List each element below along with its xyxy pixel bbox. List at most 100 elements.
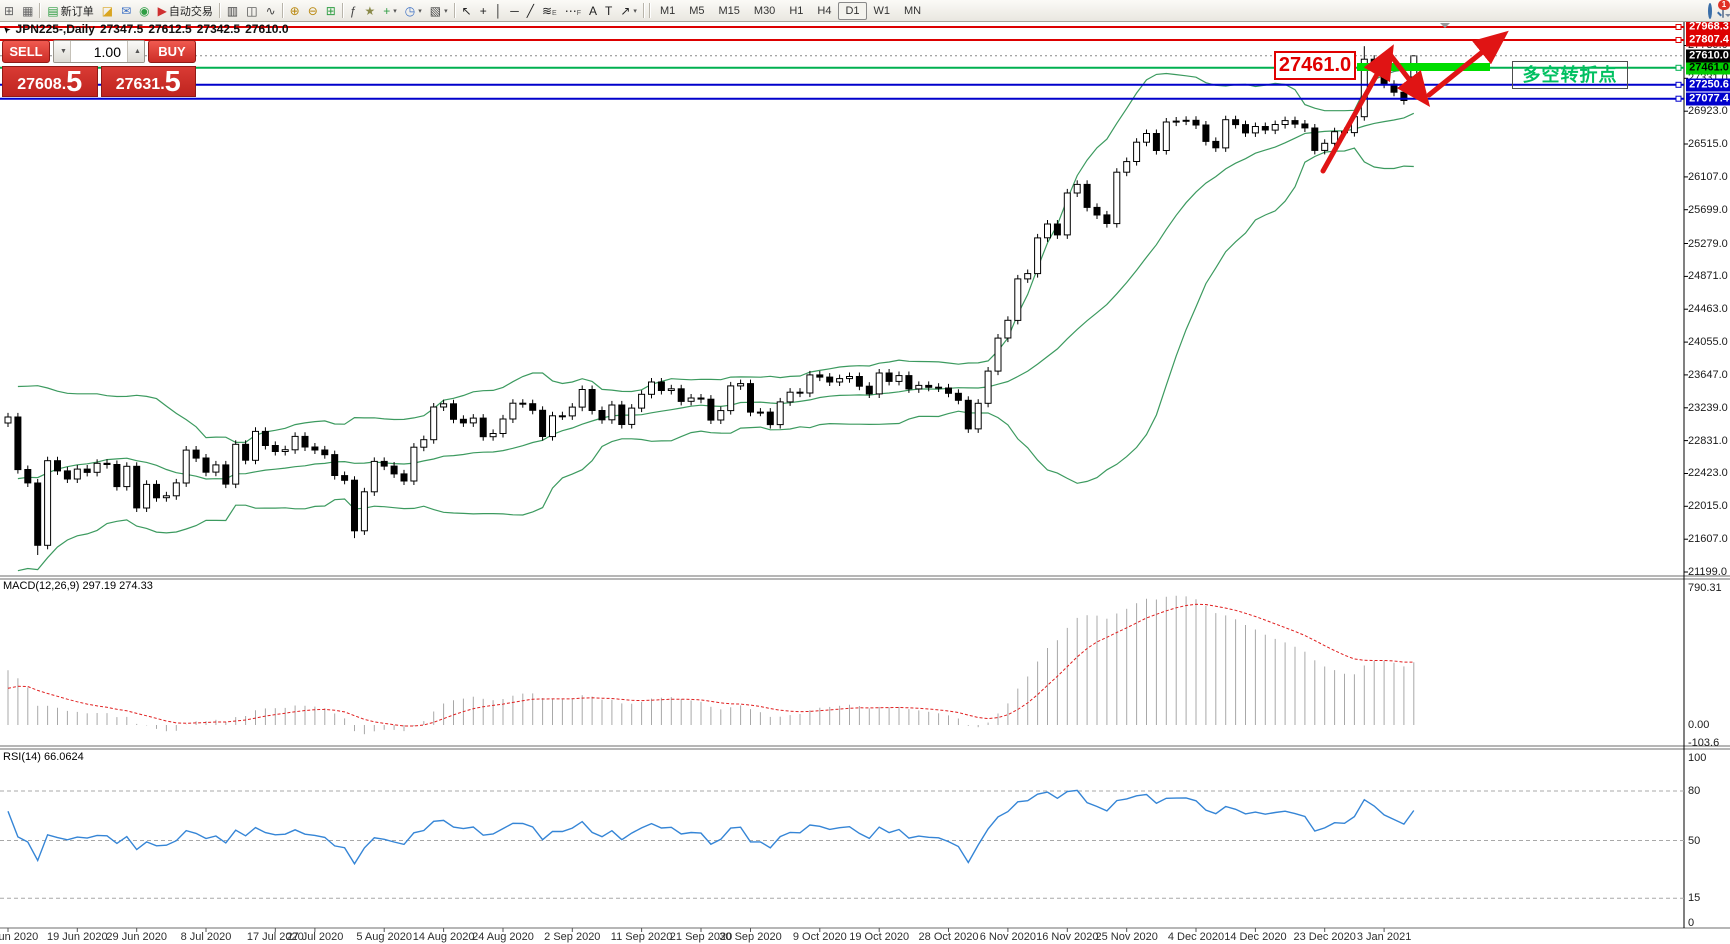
indicators-list-button[interactable]: ★ [361,3,380,19]
candle-body [1291,120,1299,125]
auto-trading-button[interactable]: ▶ 自动交易 [154,1,217,21]
candle-body [747,383,754,413]
timeframe-m5-button[interactable]: M5 [689,4,705,17]
toolbar-separator [281,3,284,18]
candle-body [1251,126,1259,134]
templates-button[interactable]: ▧ ▾ [426,3,452,19]
add-indicator-button[interactable]: + ▾ [379,3,401,19]
chart-profiles-icon: ▦ [22,3,34,18]
search-icon[interactable] [1708,2,1712,19]
date-axis-label: 14 Aug 2020 [412,931,475,943]
candle-body [1321,142,1329,151]
trend-arrow[interactable] [1320,44,1394,174]
date-axis-label: 8 Jul 2020 [180,931,232,943]
volume-input[interactable] [71,41,127,62]
chart-candles-icon: ◫ [246,3,258,18]
chart-candles-button[interactable]: ◫ [242,3,261,19]
fibonacci-sub-letter: F [576,9,581,17]
price-axis-tick: 23239.0 [1688,401,1728,414]
crosshair-button[interactable]: + [476,3,491,19]
candle-body [1261,126,1269,131]
chart-bars-button[interactable]: ▥ [223,3,242,19]
arrows-button[interactable]: ↗ ▾ [616,3,641,19]
periods-button[interactable]: ◷ ▾ [401,3,426,19]
bollinger-lower-band[interactable] [17,147,1414,572]
timeframe-m30-button[interactable]: M30 [753,4,776,17]
candle-body [252,430,259,461]
candle-body [1073,183,1081,194]
candle-body [351,479,358,532]
volume-decrease-button[interactable]: ▼ [54,41,71,62]
one-click-trade-panel: SELL ▼ ▲ BUY 27608. 5 27631. 5 [2,40,196,97]
line-handle[interactable] [1675,64,1682,71]
candle-body [153,483,160,499]
line-handle[interactable] [1675,95,1682,102]
text-button[interactable]: A [585,3,601,19]
line-handle[interactable] [1675,81,1682,88]
indicators-button[interactable]: ƒ [346,3,361,19]
rsi-axis-tick: 50 [1688,834,1701,847]
new-order-button[interactable]: ▤ 新订单 [43,1,97,21]
timeframe-mn-button[interactable]: MN [904,4,922,17]
candle-body [1380,68,1388,85]
zoom-out-button[interactable]: ⊖ [304,3,322,19]
cursor-button[interactable]: ↖ [458,3,476,19]
candle-body [737,383,745,387]
line-handle[interactable] [1675,24,1682,30]
price-axis-tick: 22015.0 [1688,500,1728,513]
turning-point-note[interactable]: 多空转折点 [1512,61,1628,89]
bid-price[interactable]: 27608. 5 [2,66,98,97]
candle-body [291,435,299,451]
zoom-in-button[interactable]: ⊕ [286,3,304,19]
fibonacci-button[interactable]: ⋯ F [561,3,585,19]
green-highlight-bar[interactable] [1357,63,1490,71]
buy-button[interactable]: BUY [148,40,196,63]
timeframe-d1-button[interactable]: D1 [838,1,867,20]
candle-body [4,416,12,424]
timeframe-h1-button[interactable]: H1 [789,4,804,17]
trend-arrow[interactable] [1386,50,1431,107]
bollinger-upper-band[interactable] [17,59,1415,444]
date-axis-label: 16 Nov 2020 [1036,931,1099,943]
price-axis-tick: 21607.0 [1688,533,1728,546]
equidistant-channel-icon: ≋ [541,3,553,18]
candle-body [657,381,665,391]
chat-icon[interactable]: 1 [1718,0,1730,18]
trendline-button[interactable]: ╱ [523,3,538,19]
timeframe-h4-button[interactable]: H4 [817,4,832,17]
chart-profiles-button[interactable]: ▦ [18,3,37,19]
volume-increase-button[interactable]: ▲ [127,41,144,62]
timeframe-w1-button[interactable]: W1 [873,4,891,17]
ask-price[interactable]: 27631. 5 [100,66,196,98]
tile-windows-button[interactable]: ⊞ [322,3,340,19]
trend-arrow[interactable] [1426,30,1509,98]
chart-line-button[interactable]: ∿ [262,3,280,19]
bollinger-middle-band[interactable] [17,112,1415,480]
date-axis-label: 29 Jun 2020 [106,931,167,943]
candle-body [63,470,71,480]
mailbox-button[interactable]: ✉ [117,3,135,19]
date-axis-label: 2 Sep 2020 [544,931,601,943]
text-label-button[interactable]: T [601,3,616,19]
timeframe-m15-button[interactable]: M15 [718,4,740,17]
candle-body [499,418,507,434]
timeframe-m1-button[interactable]: M1 [659,4,676,17]
eraser-button[interactable]: ◪ [98,3,117,19]
line-handle[interactable] [1675,37,1682,43]
ohlc-high: 27612.5 [148,22,192,36]
signal-button[interactable]: ◉ [135,3,153,19]
candle-body [1271,124,1279,131]
ask-price-big-digit: 5 [164,66,181,98]
sell-button[interactable]: SELL [2,40,50,63]
chat-badge: 1 [1718,0,1730,10]
new-chart-button[interactable]: ⊞ [0,3,18,19]
candle-body [1093,206,1101,216]
chart-shift-marker[interactable] [1440,23,1450,33]
price-axis-tick: 25699.0 [1688,203,1728,216]
toolbar-separator [648,3,651,18]
horizontal-line-button[interactable]: ─ [506,3,523,19]
price-callout-label[interactable]: 27461.0 [1274,51,1356,80]
vertical-line-button[interactable]: │ [491,3,507,19]
equidistant-channel-button[interactable]: ≋ E [538,3,561,19]
